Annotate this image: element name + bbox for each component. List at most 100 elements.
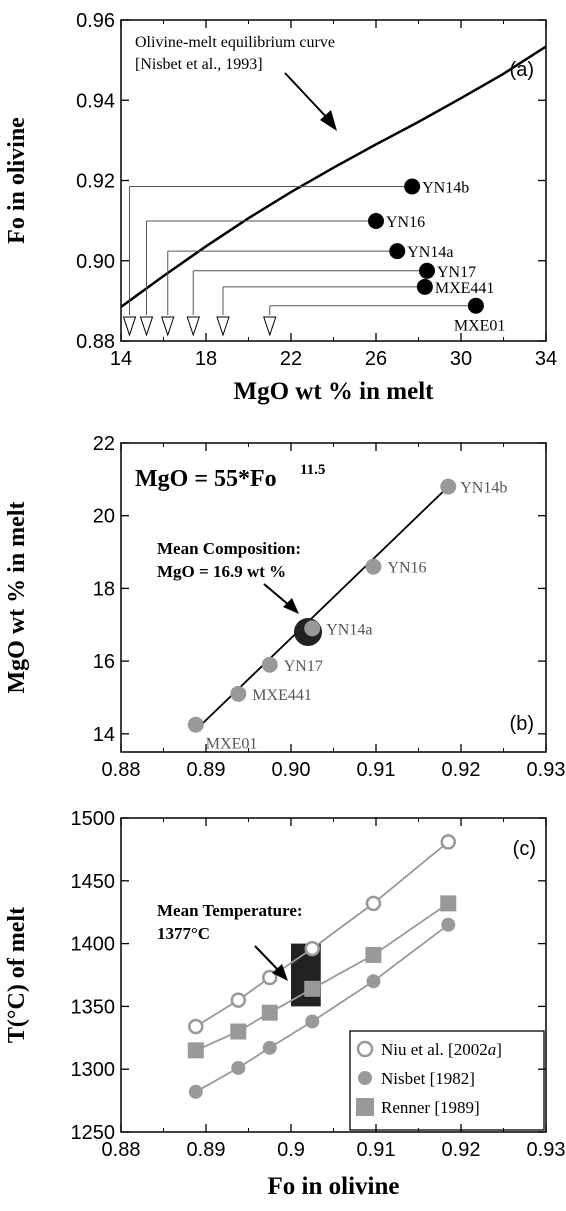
panel-b: YN14b YN16 YN14a YN17 MXE441 MXE01 MgO = 55*Fo… bbox=[4, 433, 565, 781]
data-point bbox=[419, 262, 435, 279]
mean-arrow-shaft bbox=[254, 945, 281, 973]
series-point bbox=[365, 946, 382, 963]
data-point bbox=[440, 478, 457, 495]
legend-marker bbox=[356, 1040, 374, 1058]
legend-box bbox=[349, 1030, 545, 1131]
data-point bbox=[416, 278, 433, 295]
legend-label: Niu et al. [2002a] bbox=[381, 1040, 502, 1059]
x-tick-label: 0.91 bbox=[357, 759, 396, 781]
y-tick-label: 1450 bbox=[71, 871, 116, 893]
point-label: MXE01 bbox=[206, 736, 258, 753]
point-label: YN17 bbox=[437, 264, 476, 281]
legend-label-italic: a bbox=[488, 1040, 497, 1059]
data-point bbox=[467, 297, 484, 314]
mean-label: Mean Temperature: bbox=[157, 901, 303, 920]
curve-label: Olivine-melt equilibrium curve bbox=[135, 34, 335, 51]
x-axis-title: MgO wt % in melt bbox=[234, 378, 435, 405]
point-label: MXE01 bbox=[454, 318, 506, 335]
series-point bbox=[230, 1023, 247, 1040]
x-tick-label: 34 bbox=[535, 348, 557, 370]
series-point bbox=[304, 980, 321, 997]
x-tick-label: 0.93 bbox=[527, 1139, 566, 1161]
mean-value: 1377°C bbox=[157, 924, 210, 943]
y-tick-label: 14 bbox=[93, 724, 115, 746]
y-tick-label: 16 bbox=[93, 651, 115, 673]
fit-equation: MgO = 55*Fo bbox=[135, 466, 277, 492]
panel-label: (b) bbox=[510, 713, 534, 735]
y-tick-label: 0.94 bbox=[76, 90, 115, 112]
point-label: YN14a bbox=[326, 621, 372, 638]
y-tick-label: 0.90 bbox=[76, 251, 115, 273]
y-tick-label: 1500 bbox=[71, 808, 116, 830]
series-point bbox=[440, 834, 456, 850]
series-point bbox=[188, 1018, 204, 1035]
data-point bbox=[187, 716, 204, 733]
x-tick-label: 0.9 bbox=[277, 1139, 305, 1161]
x-tick-label: 0.89 bbox=[187, 759, 226, 781]
y-axis-title: T(°C) of melt bbox=[4, 907, 30, 1043]
y-tick-label: 0.88 bbox=[76, 331, 115, 353]
x-tick-label: 30 bbox=[450, 348, 472, 370]
equilibrium-marker bbox=[139, 316, 154, 337]
equilibrium-marker bbox=[186, 316, 200, 337]
data-point bbox=[389, 243, 406, 260]
panel-c: Mean Temperature: 1377°C (c) Niu et al. [20… bbox=[4, 808, 565, 1200]
y-tick-label: 20 bbox=[93, 506, 115, 528]
curve-citation: [Nisbet et al., 1993] bbox=[135, 56, 263, 73]
equilibrium-marker bbox=[263, 316, 277, 337]
x-tick-label: 0.93 bbox=[527, 759, 566, 781]
x-tick-label: 26 bbox=[365, 348, 387, 370]
x-tick-label: 0.92 bbox=[442, 1139, 481, 1161]
data-point bbox=[261, 656, 278, 673]
curve-arrowhead bbox=[320, 110, 337, 131]
series-point bbox=[230, 992, 247, 1008]
equilibrium-curve bbox=[121, 45, 546, 308]
legend-label-text: Niu et al. [2002 bbox=[381, 1040, 488, 1059]
series-line bbox=[195, 841, 449, 1028]
x-tick-label: 22 bbox=[280, 348, 302, 370]
y-tick-label: 1300 bbox=[71, 1059, 116, 1081]
series-point bbox=[187, 1042, 204, 1059]
series-line bbox=[195, 924, 449, 1093]
legend-marker bbox=[356, 1098, 374, 1116]
x-tick-label: 18 bbox=[195, 348, 217, 370]
legend-label-text: Nisbet [1982] bbox=[381, 1069, 475, 1088]
series-point bbox=[304, 940, 320, 957]
legend-label: Nisbet [1982] bbox=[381, 1069, 475, 1088]
legend-label-end: ] bbox=[496, 1040, 502, 1059]
panel-label: (a) bbox=[510, 59, 534, 81]
x-tick-label: 0.88 bbox=[102, 1139, 141, 1161]
legend-marker bbox=[358, 1071, 372, 1085]
data-point bbox=[368, 213, 384, 230]
data-point bbox=[230, 685, 247, 702]
series-point bbox=[262, 969, 278, 986]
fit-equation-exponent: 11.5 bbox=[300, 462, 325, 478]
y-tick-label: 18 bbox=[93, 578, 115, 600]
mean-arrowhead bbox=[283, 598, 299, 614]
legend: Niu et al. [2002a] Nisbet [1982] Renner [1… bbox=[349, 1030, 545, 1131]
point-label: MXE441 bbox=[435, 280, 495, 297]
series-point bbox=[441, 917, 456, 932]
series-point bbox=[366, 974, 381, 989]
series-point bbox=[365, 895, 382, 912]
legend-label-text: Renner [1989] bbox=[381, 1098, 480, 1117]
y-tick-label: 1350 bbox=[71, 996, 116, 1018]
point-label: YN14a bbox=[407, 244, 453, 261]
legend-label: Renner [1989] bbox=[381, 1098, 480, 1117]
x-tick-label: 0.92 bbox=[442, 759, 481, 781]
y-tick-label: 1250 bbox=[71, 1122, 116, 1144]
panel-label: (c) bbox=[513, 838, 536, 860]
y-tick-label: 0.92 bbox=[76, 171, 115, 193]
y-tick-label: 1400 bbox=[71, 934, 116, 956]
data-point bbox=[304, 620, 321, 637]
x-tick-label: 0.90 bbox=[272, 759, 311, 781]
x-tick-label: 0.91 bbox=[357, 1139, 396, 1161]
curve-arrow-shaft bbox=[284, 72, 331, 122]
x-tick-label: 14 bbox=[110, 348, 132, 370]
mean-value: MgO = 16.9 wt % bbox=[157, 562, 286, 581]
series-point bbox=[188, 1084, 203, 1099]
data-point bbox=[365, 558, 382, 575]
x-tick-label: 0.88 bbox=[102, 759, 141, 781]
